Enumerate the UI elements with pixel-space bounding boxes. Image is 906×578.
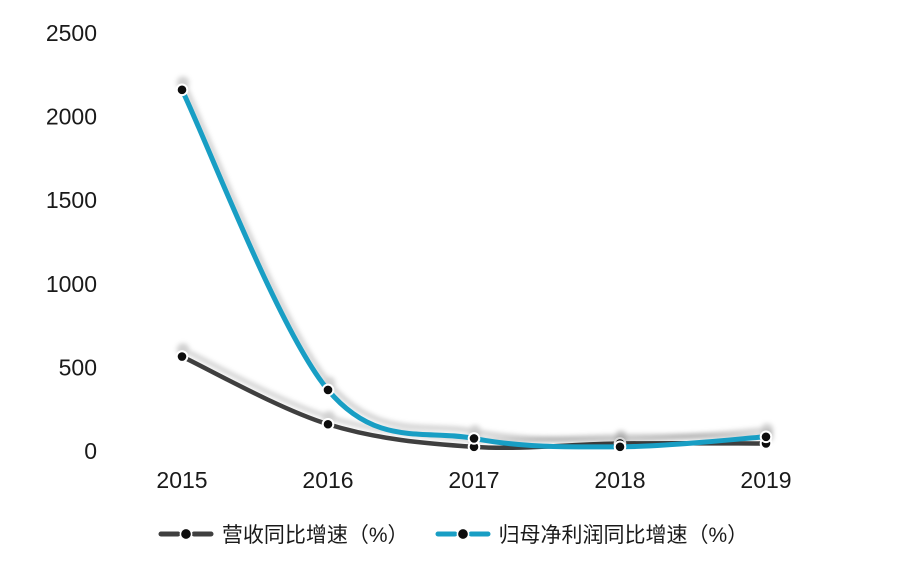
- x-axis-category-label: 2018: [594, 467, 645, 493]
- y-axis-tick-label: 0: [84, 438, 97, 464]
- x-axis-category-label: 2015: [156, 467, 207, 493]
- x-axis-category-label: 2019: [740, 467, 791, 493]
- legend-item-revenue-growth: 营收同比增速（%）: [158, 519, 409, 549]
- series-1-data-point-marker: [759, 430, 773, 444]
- legend-marker-revenue-icon: [158, 527, 214, 541]
- series-1-data-point-marker: [467, 432, 481, 445]
- series-1-line: [179, 87, 769, 450]
- y-axis-tick-label: 1500: [46, 187, 97, 213]
- x-axis-category-label: 2017: [448, 467, 499, 493]
- series-1-data-point-marker: [613, 440, 627, 454]
- series-1-data-point-marker: [175, 83, 189, 97]
- y-axis-tick-label: 1000: [46, 271, 97, 297]
- legend-label-revenue-growth: 营收同比增速（%）: [221, 524, 409, 547]
- series-0-data-point-marker: [175, 350, 189, 363]
- chart-legend: 营收同比增速（%） 归母净利润同比增速（%）: [0, 519, 906, 549]
- series-0-data-point-marker: [321, 417, 335, 431]
- legend-marker-net-profit-icon: [435, 527, 490, 541]
- y-axis-tick-label: 2000: [46, 104, 97, 130]
- legend-item-net-profit-growth: 归母净利润同比增速（%）: [435, 519, 749, 549]
- series-1-group: [175, 83, 773, 454]
- y-axis-tick-label: 500: [59, 354, 97, 380]
- line-chart-canvas: 0 500 1000 1500 2000 2500 2015 2016 2017 2018 2019: [46, 20, 792, 493]
- legend-label-net-profit-growth: 归母净利润同比增速（%）: [498, 524, 749, 547]
- y-axis-tick-label: 2500: [46, 20, 97, 46]
- x-axis-category-label: 2016: [302, 467, 353, 493]
- series-1-data-point-marker: [321, 383, 335, 397]
